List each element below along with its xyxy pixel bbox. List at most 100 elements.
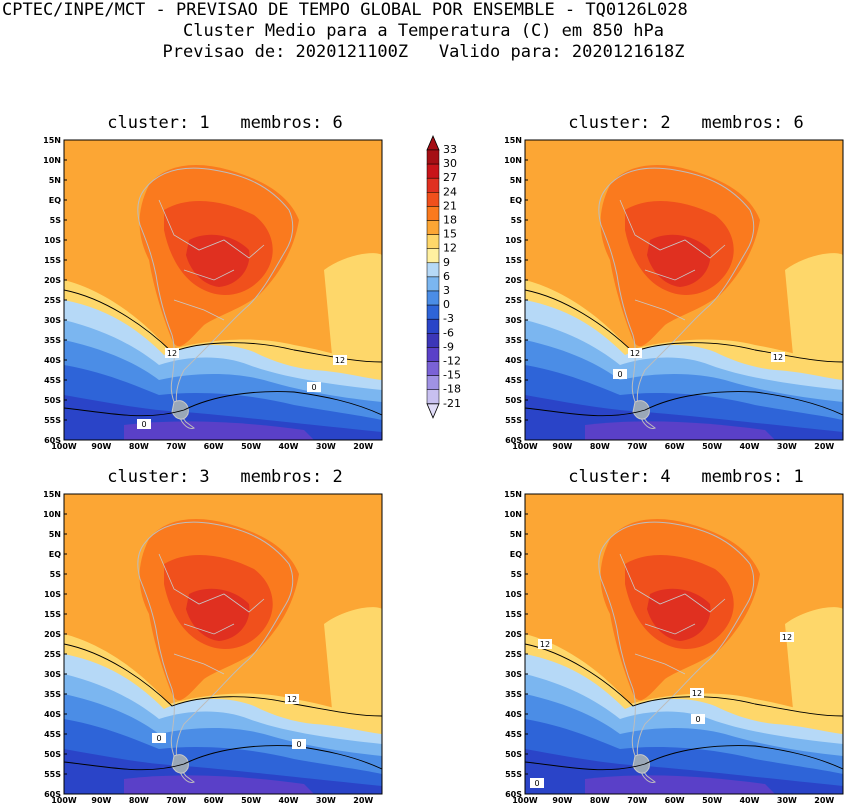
colorbar-swatch xyxy=(426,206,440,221)
colorbar-bottom-arrow xyxy=(426,403,440,419)
colorbar-swatch xyxy=(426,375,440,390)
y-tick-label: 60S xyxy=(44,436,61,445)
contour-label: 0 xyxy=(695,715,700,724)
x-tick-label: 40W xyxy=(278,796,298,803)
y-tick-label: 35S xyxy=(505,336,522,345)
colorbar-swatch xyxy=(426,347,440,362)
x-tick-label: 60W xyxy=(204,442,224,451)
y-tick-label: 5N xyxy=(510,530,522,539)
contour-label: 0 xyxy=(141,420,146,429)
contour-label: 0 xyxy=(156,734,161,743)
x-tick-label: 50W xyxy=(241,796,261,803)
colorbar-swatch xyxy=(426,333,440,348)
main-title: CPTEC/INPE/MCT - PREVISAO DE TEMPO GLOBA… xyxy=(2,0,688,20)
y-tick-label: 60S xyxy=(44,790,61,799)
y-tick-label: 15S xyxy=(44,256,61,265)
y-tick-label: 35S xyxy=(505,690,522,699)
x-tick-label: 90W xyxy=(91,442,111,451)
y-tick-label: 15S xyxy=(505,610,522,619)
contour-label: 12 xyxy=(167,349,177,358)
colorbar-label: 9 xyxy=(443,256,450,269)
x-tick-label: 80W xyxy=(590,796,610,803)
x-tick-label: 70W xyxy=(627,442,647,451)
colorbar-swatch xyxy=(426,248,440,264)
colorbar-label: -18 xyxy=(443,383,461,396)
x-tick-label: 40W xyxy=(739,442,759,451)
y-tick-label: 45S xyxy=(505,376,522,385)
y-tick-label: 35S xyxy=(44,690,61,699)
x-tick-label: 70W xyxy=(166,796,186,803)
colorbar-swatch xyxy=(426,276,440,292)
x-tick-label: 60W xyxy=(665,442,685,451)
y-tick-label: 40S xyxy=(44,356,61,365)
colorbar-label: -3 xyxy=(443,312,454,325)
colorbar-label: 27 xyxy=(443,171,457,184)
y-tick-label: EQ xyxy=(510,196,522,205)
colorbar-swatch xyxy=(426,163,440,179)
y-tick-label: 25S xyxy=(505,296,522,305)
x-tick-label: 40W xyxy=(278,442,298,451)
x-tick-label: 80W xyxy=(590,442,610,451)
contour-label: 0 xyxy=(296,740,301,749)
y-tick-label: 15N xyxy=(504,136,522,145)
y-tick-label: 15N xyxy=(43,490,61,499)
contour-label: 0 xyxy=(617,370,622,379)
x-tick-label: 100W xyxy=(51,796,77,803)
y-tick-label: 15S xyxy=(44,610,61,619)
x-tick-label: 50W xyxy=(702,442,722,451)
x-tick-label: 20W xyxy=(814,796,834,803)
x-tick-label: 100W xyxy=(512,442,538,451)
y-tick-label: 50S xyxy=(505,750,522,759)
colorbar-label: 21 xyxy=(443,199,457,212)
y-tick-label: 50S xyxy=(44,396,61,405)
contour-label: 12 xyxy=(692,689,702,698)
colorbar-swatch xyxy=(426,220,440,235)
colorbar-label: -15 xyxy=(443,369,461,382)
y-tick-label: 10S xyxy=(505,590,522,599)
y-tick-label: 10S xyxy=(505,236,522,245)
y-tick-label: 5N xyxy=(49,176,61,185)
contour-label: 12 xyxy=(335,356,345,365)
colorbar-swatch xyxy=(426,262,440,278)
panel-4-title: cluster: 4 membros: 1 xyxy=(568,467,804,487)
contour-label: 12 xyxy=(782,633,792,642)
colorbar-swatch xyxy=(426,234,440,249)
y-tick-label: 15N xyxy=(43,136,61,145)
x-tick-label: 60W xyxy=(204,796,224,803)
y-tick-label: 5S xyxy=(511,216,523,225)
y-tick-label: EQ xyxy=(49,196,61,205)
colorbar-label: 12 xyxy=(443,242,457,255)
y-tick-label: 20S xyxy=(505,630,522,639)
y-tick-label: 50S xyxy=(505,396,522,405)
y-tick-label: 45S xyxy=(44,730,61,739)
y-tick-label: 10N xyxy=(43,156,61,165)
subtitle-dates: Previsao de: 2020121100Z Valido para: 20… xyxy=(162,42,685,62)
y-tick-label: 20S xyxy=(44,276,61,285)
y-tick-label: 60S xyxy=(505,790,522,799)
y-tick-label: 25S xyxy=(505,650,522,659)
y-tick-label: 40S xyxy=(505,356,522,365)
colorbar-label: 6 xyxy=(443,270,450,283)
y-tick-label: 45S xyxy=(44,376,61,385)
map-panel-1: 15N 10N 5N EQ 5S 10S 15S 20S 25S 30S 35S 40S 45S 50S 5… xyxy=(43,136,383,451)
y-tick-label: EQ xyxy=(49,550,61,559)
y-tick-label: 5S xyxy=(50,216,62,225)
x-tick-label: 20W xyxy=(353,796,373,803)
y-tick-label: 30S xyxy=(505,316,522,325)
y-tick-label: 5N xyxy=(510,176,522,185)
x-tick-label: 90W xyxy=(552,442,572,451)
y-tick-label: 25S xyxy=(44,650,61,659)
y-tick-label: 30S xyxy=(505,670,522,679)
x-tick-label: 80W xyxy=(129,796,149,803)
colorbar-label: 30 xyxy=(443,157,457,170)
y-tick-label: 10N xyxy=(504,510,522,519)
colorbar-label: -12 xyxy=(443,355,461,368)
x-tick-label: 90W xyxy=(91,796,111,803)
colorbar-swatch xyxy=(426,177,440,193)
colorbar-swatch xyxy=(426,149,440,165)
y-tick-label: 60S xyxy=(505,436,522,445)
x-tick-label: 30W xyxy=(777,442,797,451)
x-tick-label: 100W xyxy=(51,442,77,451)
